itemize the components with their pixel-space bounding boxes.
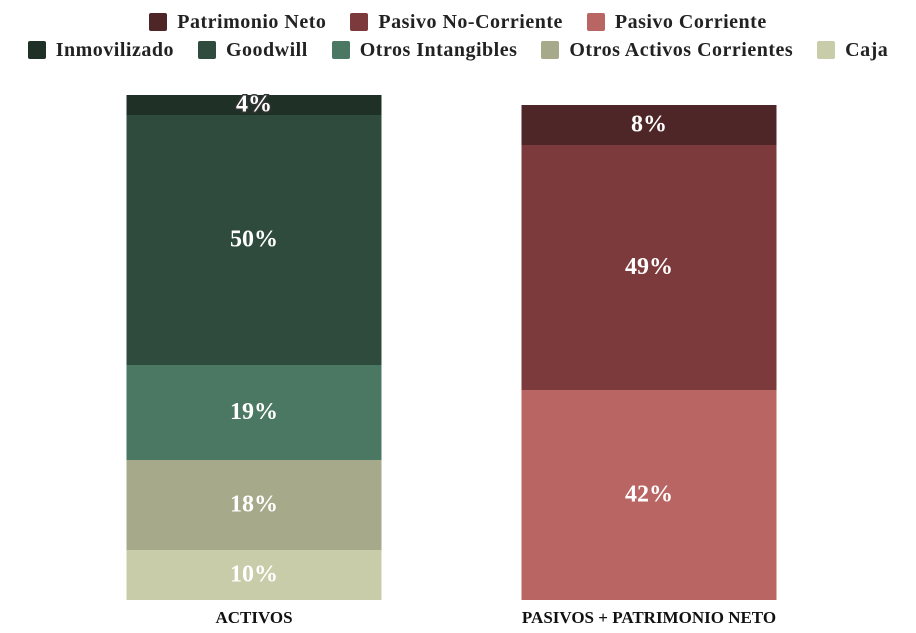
x-tick-label: PASIVOS + PATRIMONIO NETO — [522, 608, 776, 627]
legend-item: Otros Intangibles — [331, 38, 518, 62]
legend-label: Inmovilizado — [55, 38, 174, 61]
legend-item: Pasivo No-Corriente — [350, 11, 562, 34]
legend-item: Caja — [817, 39, 888, 62]
legend-label: Otros Intangibles — [359, 38, 518, 61]
bar-segment — [126, 365, 382, 460]
value-label: 49% — [625, 254, 673, 280]
legend-swatch — [541, 41, 560, 59]
value-label: 50% — [230, 227, 278, 253]
bar-segment — [126, 550, 382, 600]
legend: Patrimonio Neto Pasivo No-Corriente Pasivo… — [0, 8, 916, 64]
legend-item: Patrimonio Neto — [149, 11, 326, 34]
legend-row: Inmovilizado Goodwill Otros Intangibles Otr… — [0, 36, 916, 64]
bar-segment — [521, 105, 777, 145]
legend-swatch — [350, 13, 369, 31]
legend-label: Goodwill — [225, 38, 308, 61]
value-label: 18% — [230, 492, 278, 518]
legend-label: Otros Activos Corrientes — [569, 38, 794, 61]
legend-swatch — [197, 41, 216, 59]
legend-swatch — [331, 41, 350, 59]
legend-label: Caja — [845, 38, 889, 61]
value-label: 8% — [631, 112, 667, 138]
bar-segment — [126, 460, 382, 550]
legend-swatch — [149, 13, 168, 31]
legend-label: Patrimonio Neto — [177, 10, 327, 33]
legend-item: Inmovilizado — [27, 38, 174, 62]
legend-item: Pasivo Corriente — [586, 10, 767, 34]
legend-swatch — [817, 41, 836, 59]
legend-swatch — [27, 41, 46, 59]
legend-label: Pasivo Corriente — [614, 10, 767, 33]
legend-swatch — [586, 13, 605, 31]
value-label: 19% — [230, 399, 278, 425]
value-label: 10% — [230, 562, 278, 588]
bar-segment — [521, 390, 777, 600]
legend-item: Otros Activos Corrientes — [541, 39, 793, 62]
legend-row: Patrimonio Neto Pasivo No-Corriente Pasivo… — [0, 8, 916, 36]
legend-label: Pasivo No-Corriente — [378, 10, 563, 33]
legend-item: Goodwill — [197, 38, 308, 62]
x-tick-label: ACTIVOS — [215, 608, 292, 627]
bar-segment — [126, 115, 382, 365]
bar-segment — [126, 95, 382, 115]
bar-segment — [521, 145, 777, 390]
value-label: 42% — [625, 482, 673, 508]
value-label: 4% — [236, 92, 272, 118]
